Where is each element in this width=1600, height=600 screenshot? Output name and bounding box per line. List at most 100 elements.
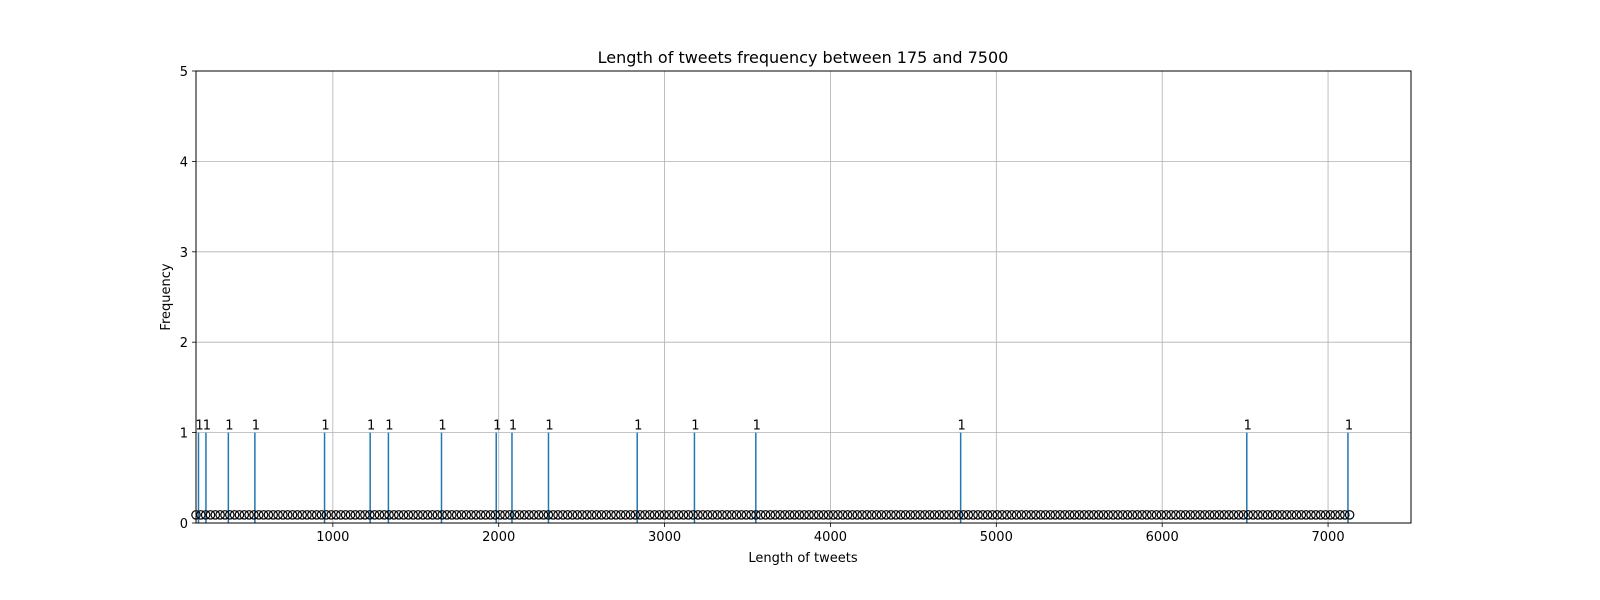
zero-marker xyxy=(1040,510,1051,520)
zero-marker xyxy=(1296,510,1307,520)
zero-marker xyxy=(1228,510,1239,520)
bar-value-label: 1 xyxy=(691,419,699,434)
zero-marker xyxy=(475,510,486,520)
zero-marker xyxy=(524,510,534,520)
zero-marker xyxy=(1204,510,1215,520)
zero-marker xyxy=(1243,510,1254,520)
zero-marker xyxy=(196,510,206,520)
bar-value-label: 1 xyxy=(1244,419,1252,434)
bar-value-label: 1 xyxy=(438,419,446,434)
zero-marker xyxy=(316,510,327,520)
zero-marker xyxy=(577,510,587,520)
zero-marker xyxy=(949,510,959,520)
zero-marker xyxy=(1248,510,1258,520)
zero-marker xyxy=(1031,510,1041,520)
zero-marker xyxy=(1142,510,1152,520)
zero-marker xyxy=(1286,510,1297,520)
x-tick-label: 4000 xyxy=(814,530,847,545)
zero-marker xyxy=(1340,510,1350,520)
zero-marker xyxy=(442,510,452,520)
bar-value-label: 1 xyxy=(195,419,203,434)
y-tick-label: 2 xyxy=(180,336,188,351)
zero-marker xyxy=(963,510,974,520)
y-tick-label: 5 xyxy=(180,65,188,80)
bar-value-label: 1 xyxy=(203,419,211,434)
zero-marker xyxy=(726,510,737,520)
zero-marker xyxy=(538,510,549,520)
zero-marker xyxy=(1171,510,1181,520)
zero-marker xyxy=(601,510,612,520)
zero-marker xyxy=(881,510,892,520)
x-tick-label: 1000 xyxy=(316,530,349,545)
zero-marker xyxy=(1214,510,1225,520)
zero-marker xyxy=(418,510,428,520)
y-axis-label: Frequency xyxy=(159,263,174,330)
bar-value-label: 1 xyxy=(385,419,393,434)
zero-marker xyxy=(1257,510,1268,520)
zero-marker xyxy=(847,510,858,520)
zero-marker xyxy=(263,510,274,520)
zero-marker xyxy=(755,510,766,520)
zero-marker xyxy=(818,510,829,520)
zero-marker xyxy=(1180,510,1191,520)
zero-marker xyxy=(427,510,438,520)
zero-marker xyxy=(1089,510,1099,520)
zero-marker xyxy=(929,510,940,520)
zero-marker xyxy=(968,510,978,520)
zero-marker xyxy=(664,510,674,520)
zero-marker xyxy=(789,510,800,520)
zero-marker xyxy=(828,510,838,520)
zero-marker xyxy=(1146,510,1157,520)
zero-marker xyxy=(838,510,848,520)
zero-marker xyxy=(1175,510,1186,520)
zero-marker xyxy=(297,510,307,520)
zero-marker xyxy=(1127,510,1138,520)
zero-marker xyxy=(543,510,554,520)
zero-marker xyxy=(340,510,351,520)
x-axis-ticks: 1000 2000 3000 4000 5000 6000 7000 xyxy=(316,523,1345,545)
zero-marker xyxy=(1060,510,1070,520)
zero-marker xyxy=(611,510,621,520)
zero-marker xyxy=(1200,510,1210,520)
zero-marker xyxy=(1064,510,1075,520)
x-tick-label: 6000 xyxy=(1146,530,1179,545)
zero-marker xyxy=(379,510,390,520)
zero-marker xyxy=(702,510,713,520)
zero-marker xyxy=(1093,510,1104,520)
zero-marker xyxy=(958,510,969,520)
zero-marker xyxy=(649,510,660,520)
zero-marker xyxy=(220,510,230,520)
zero-marker xyxy=(591,510,602,520)
zero-marker xyxy=(471,510,481,520)
zero-marker xyxy=(857,510,867,520)
zero-marker xyxy=(1026,510,1036,520)
zero-marker xyxy=(490,510,501,520)
zero-marker xyxy=(813,510,824,520)
zero-marker xyxy=(249,510,259,520)
zero-marker xyxy=(982,510,993,520)
zero-marker xyxy=(1050,510,1060,520)
zero-marker xyxy=(620,510,631,520)
zero-marker xyxy=(775,510,785,520)
zero-marker xyxy=(456,510,467,520)
zero-marker xyxy=(635,510,645,520)
zero-marker xyxy=(1055,510,1065,520)
x-tick-label: 7000 xyxy=(1312,530,1345,545)
zero-marker xyxy=(1311,510,1321,520)
zero-marker xyxy=(374,510,385,520)
zero-marker xyxy=(596,510,607,520)
zero-marker xyxy=(1151,510,1162,520)
zero-marker xyxy=(780,510,790,520)
zero-marker xyxy=(659,510,670,520)
zero-marker xyxy=(799,510,809,520)
zero-marker xyxy=(548,510,558,520)
zero-marker xyxy=(336,510,346,520)
zero-marker xyxy=(852,510,863,520)
plot-area xyxy=(196,71,1411,523)
zero-marker xyxy=(1291,510,1302,520)
zero-marker xyxy=(1272,510,1283,520)
zero-marker xyxy=(1209,510,1220,520)
zero-marker xyxy=(200,510,211,520)
zero-marker xyxy=(572,510,583,520)
